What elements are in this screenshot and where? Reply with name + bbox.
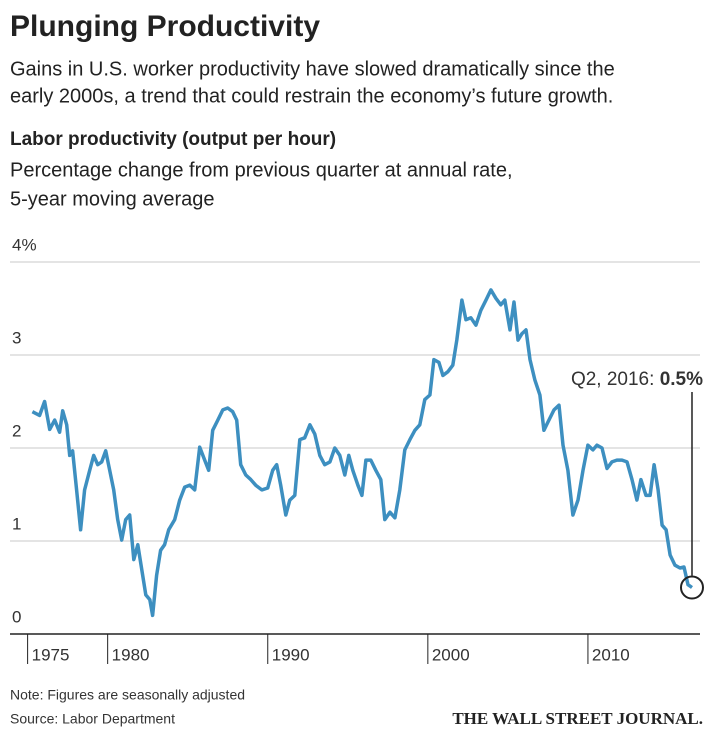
- x-tick-label: 1975: [32, 645, 70, 664]
- subtitle: Gains in U.S. worker productivity have s…: [10, 58, 615, 80]
- y-tick-label: 1: [12, 514, 21, 533]
- y-tick-label: 4%: [12, 235, 37, 254]
- annotation-marker: [679, 575, 704, 600]
- y-tick-label: 0: [12, 607, 21, 626]
- chart-subheading: 5-year moving average: [10, 188, 215, 210]
- x-tick-label: 1980: [112, 645, 150, 664]
- publisher-logo: THE WALL STREET JOURNAL.: [452, 709, 703, 728]
- note: Note: Figures are seasonally adjusted: [10, 687, 245, 703]
- x-tick-label: 2000: [432, 645, 470, 664]
- subtitle: early 2000s, a trend that could restrain…: [10, 85, 613, 107]
- chart-subheading: Percentage change from previous quarter …: [10, 159, 513, 181]
- annotation: Q2, 2016: 0.5%: [571, 369, 703, 390]
- y-tick-label: 2: [12, 421, 21, 440]
- y-tick-label: 3: [12, 328, 21, 347]
- annotation-value: 0.5%: [660, 369, 703, 390]
- series-line: [31, 288, 694, 618]
- source: Source: Labor Department: [10, 711, 175, 727]
- chart-heading: Labor productivity (output per hour): [10, 129, 336, 150]
- annotation-text: Q2, 2016:: [571, 369, 654, 390]
- x-tick-label: 2010: [592, 645, 630, 664]
- chart-title: Plunging Productivity: [10, 10, 320, 43]
- x-tick-label: 1990: [272, 645, 310, 664]
